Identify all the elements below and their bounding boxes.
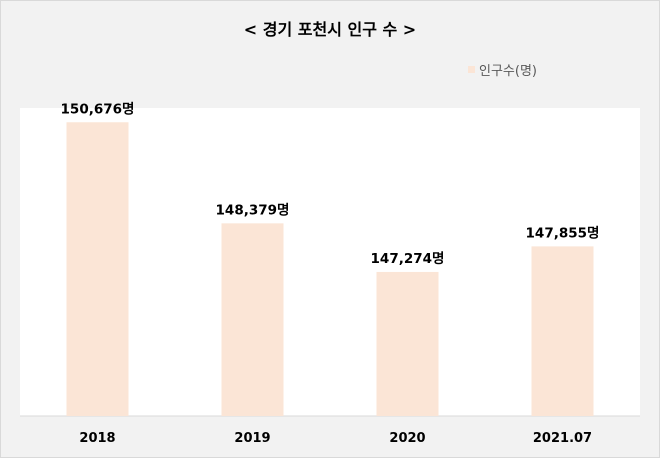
bar-2020 [376,271,439,416]
legend-label: 인구수(명) [479,64,537,79]
legend-swatch [468,66,475,73]
bar-2019 [221,223,284,416]
data-label-2021.07: 147,855명 [526,224,600,241]
x-tick-2021.07: 2021.07 [533,431,592,446]
x-tick-2019: 2019 [234,431,270,446]
legend: 인구수(명) [468,60,537,79]
chart-title: < 경기 포천시 인구 수 > [243,20,417,39]
data-label-2019: 148,379명 [216,201,290,218]
x-tick-2020: 2020 [389,431,425,446]
x-tick-2018: 2018 [79,431,115,446]
data-label-2018: 150,676명 [61,100,135,117]
bar-2021.07 [531,246,594,416]
data-label-2020: 147,274명 [371,250,445,267]
bar-2018 [66,122,129,417]
